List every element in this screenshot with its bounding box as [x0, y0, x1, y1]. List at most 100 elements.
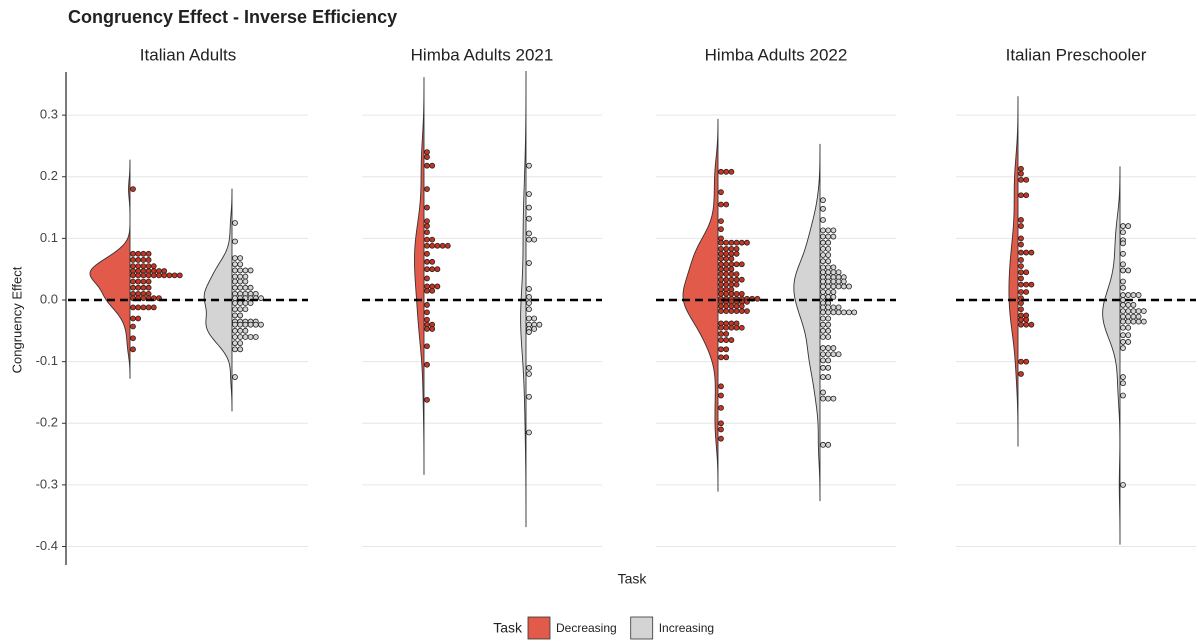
dot	[718, 218, 724, 225]
dot	[723, 245, 730, 252]
dot	[1130, 302, 1137, 308]
dot	[536, 321, 543, 328]
dot	[232, 312, 238, 319]
dot	[830, 351, 837, 358]
dot	[718, 261, 724, 268]
dot	[135, 250, 142, 257]
dot	[145, 257, 152, 263]
dot	[851, 309, 858, 316]
dot	[825, 374, 832, 380]
dot	[830, 283, 837, 290]
dot	[733, 303, 740, 310]
dot	[526, 204, 532, 211]
y-tick-label: 0.0	[40, 291, 58, 306]
dot	[830, 395, 837, 402]
dot	[1130, 308, 1137, 315]
dot	[738, 276, 745, 283]
violin	[1102, 166, 1121, 545]
dot	[1140, 318, 1147, 325]
dot	[830, 233, 837, 240]
dot	[1125, 223, 1132, 229]
dot	[820, 227, 826, 234]
dot	[130, 346, 136, 353]
dot	[820, 395, 826, 402]
dot	[835, 351, 842, 358]
dot	[526, 306, 532, 313]
dot	[820, 374, 826, 380]
dot	[145, 304, 152, 311]
dot	[444, 242, 451, 249]
dot	[526, 371, 532, 377]
dot	[232, 334, 238, 340]
dot	[723, 290, 730, 297]
dot	[429, 258, 436, 265]
dot	[825, 357, 832, 364]
y-tick-label: -0.2	[36, 415, 58, 430]
dot	[1125, 267, 1132, 274]
dot	[728, 324, 735, 331]
dot	[232, 284, 238, 291]
dot	[232, 278, 238, 285]
dot	[145, 272, 152, 279]
dot	[242, 327, 249, 334]
dot	[718, 404, 724, 411]
dot	[1018, 275, 1024, 282]
violin	[1008, 96, 1019, 447]
dot	[728, 261, 735, 268]
dot	[1028, 249, 1035, 256]
dot	[140, 263, 147, 270]
dot	[738, 308, 745, 315]
dot	[830, 309, 837, 316]
dot	[723, 337, 730, 343]
dot	[728, 255, 735, 262]
dot	[728, 245, 735, 252]
dot	[1018, 165, 1024, 172]
dot	[140, 295, 147, 302]
dot	[825, 294, 832, 300]
dot	[1018, 289, 1024, 295]
dot	[424, 302, 430, 308]
dot	[1120, 481, 1126, 488]
dot	[526, 236, 532, 243]
dot	[820, 269, 826, 276]
dot	[145, 263, 152, 270]
dot	[820, 304, 826, 311]
dot	[1125, 339, 1132, 345]
dot	[135, 315, 142, 322]
dot	[820, 245, 826, 252]
dot	[1120, 284, 1126, 291]
dot	[526, 215, 532, 222]
dot	[754, 295, 761, 302]
dot	[830, 264, 837, 271]
dot	[825, 327, 832, 334]
dot	[825, 245, 832, 252]
dot	[1120, 339, 1126, 345]
dot	[1120, 392, 1126, 399]
dot	[237, 334, 244, 340]
dot	[526, 230, 532, 237]
dot	[840, 309, 847, 316]
dot	[232, 267, 238, 274]
dot	[140, 272, 147, 279]
dot	[130, 323, 136, 330]
dot	[237, 306, 244, 313]
dot	[820, 197, 826, 204]
dot	[1120, 332, 1126, 339]
dot	[1140, 308, 1147, 315]
dot	[1120, 229, 1126, 236]
dot	[835, 278, 842, 285]
dot	[237, 261, 244, 268]
dot	[237, 273, 244, 280]
dot	[1023, 289, 1030, 295]
dot	[1125, 318, 1132, 325]
facet-title: Italian Preschooler	[1006, 45, 1147, 64]
dot	[1120, 250, 1126, 257]
dot	[140, 257, 147, 263]
dot	[526, 286, 532, 292]
dot	[820, 205, 826, 212]
y-tick-label: 0.2	[40, 168, 58, 183]
dot	[1120, 302, 1126, 308]
dot	[1125, 332, 1132, 339]
dot	[531, 236, 538, 243]
dot	[424, 229, 430, 236]
